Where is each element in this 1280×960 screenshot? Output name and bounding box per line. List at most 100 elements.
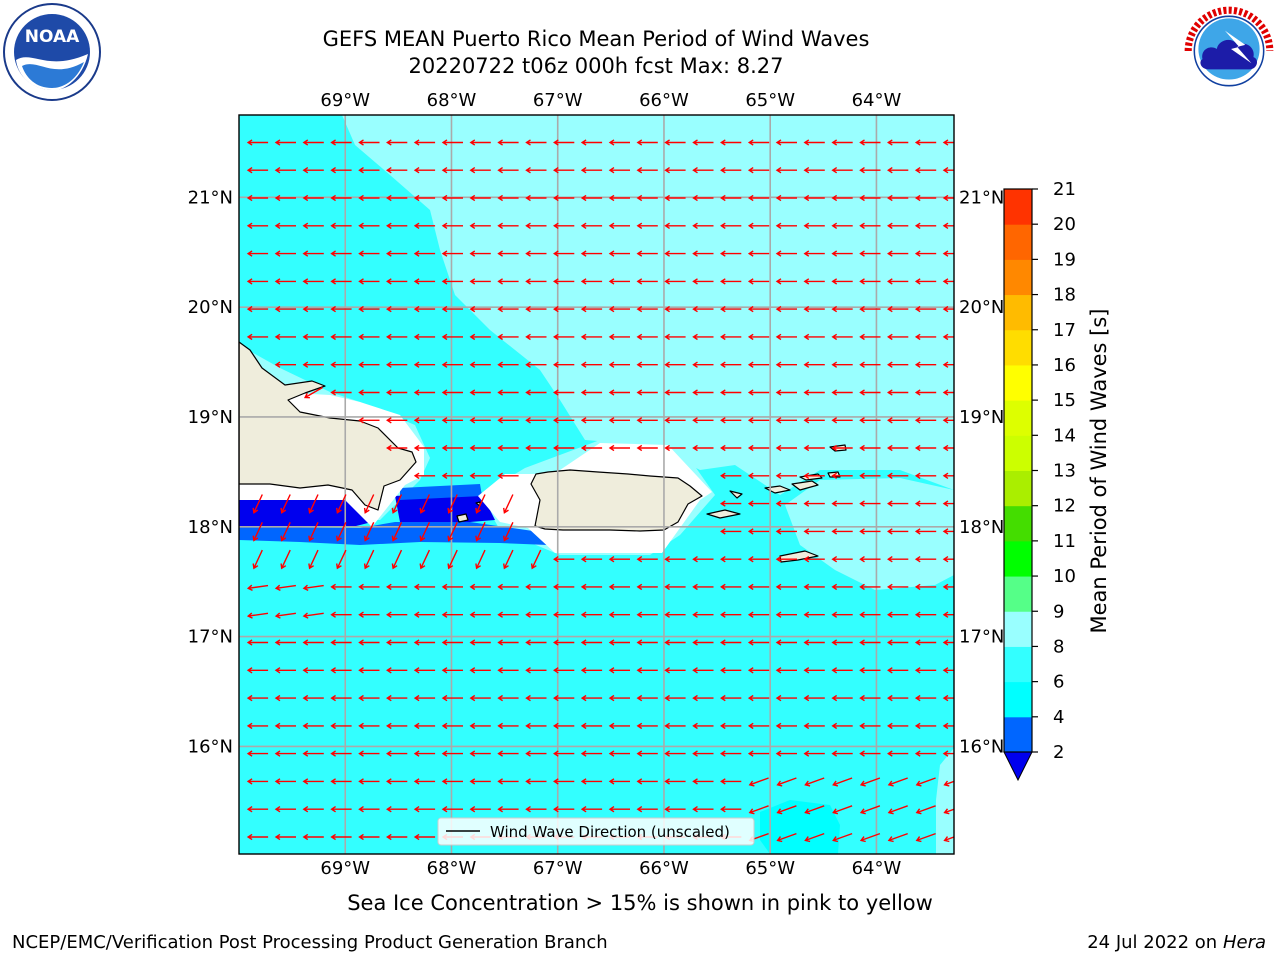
vector-arrow	[775, 500, 797, 507]
vector-arrow	[580, 333, 603, 341]
lon-tick-label-top: 65°W	[745, 90, 795, 111]
vector-arrow	[447, 494, 458, 514]
vector-arrow	[441, 639, 463, 646]
vector-arrow	[413, 639, 436, 646]
vector-arrow	[363, 549, 375, 570]
vector-arrow	[694, 862, 714, 867]
vector-arrow	[775, 528, 797, 535]
vector-arrow	[859, 556, 881, 563]
vector-arrow	[441, 194, 463, 202]
vector-arrow	[914, 667, 937, 674]
vector-arrow	[525, 583, 547, 591]
vector-arrow	[441, 167, 463, 174]
vector-arrow	[692, 389, 714, 396]
vector-arrow	[859, 722, 881, 730]
vector-arrow	[775, 250, 797, 257]
vector-arrow	[246, 305, 269, 313]
field-6-south-patch	[760, 800, 840, 854]
vector-arrow	[859, 832, 881, 843]
vector-arrow	[636, 694, 658, 702]
vector-arrow	[775, 278, 797, 285]
vector-arrow	[720, 417, 742, 424]
vector-arrow	[330, 194, 352, 202]
vector-arrow	[636, 806, 658, 813]
vector-arrow	[859, 389, 881, 396]
vector-arrow	[803, 139, 825, 146]
vector-arrow	[246, 278, 269, 285]
vector-arrow	[887, 333, 909, 341]
vector-arrow	[692, 417, 714, 424]
vector-arrow	[413, 278, 436, 285]
vector-arrow	[608, 333, 630, 341]
vector-arrow	[636, 778, 658, 785]
vector-arrow	[413, 194, 436, 202]
vector-arrow	[413, 722, 436, 730]
vector-arrow	[831, 639, 853, 646]
vector-arrow	[608, 778, 630, 785]
vector-arrow	[447, 522, 458, 542]
vector-arrow	[859, 167, 881, 174]
vector-arrow	[664, 333, 686, 341]
vector-arrow	[386, 833, 408, 841]
vector-arrow	[608, 250, 630, 257]
vector-arrow	[859, 694, 881, 702]
vector-arrow	[942, 417, 954, 424]
vector-arrow	[803, 667, 825, 674]
vector-arrow	[887, 556, 909, 563]
vector-arrow	[413, 667, 436, 674]
vector-arrow	[302, 833, 324, 841]
noaa-logo-text: NOAA	[25, 27, 80, 47]
vector-arrow	[525, 139, 547, 146]
vector-arrow	[803, 750, 825, 757]
vector-arrow	[775, 139, 797, 146]
vector-arrow	[274, 250, 296, 257]
vector-arrow	[525, 167, 547, 174]
vector-arrow	[330, 806, 352, 813]
vector-arrow	[330, 583, 352, 591]
vector-arrow	[497, 667, 519, 674]
vector-arrow	[720, 444, 742, 452]
vector-arrow	[274, 750, 296, 757]
vector-arrow	[720, 250, 742, 257]
vector-arrow	[441, 611, 463, 618]
vector-arrow	[831, 556, 853, 563]
vector-arrow	[747, 333, 770, 341]
vector-arrow	[636, 361, 658, 368]
vector-arrow	[497, 305, 519, 313]
vector-arrow	[942, 500, 954, 507]
vector-arrow	[608, 722, 630, 730]
vector-arrow	[246, 833, 269, 841]
lat-tick-label-left: 16°N	[188, 736, 233, 757]
vector-arrow	[441, 778, 463, 785]
vector-arrow	[475, 494, 486, 514]
vector-arrow	[721, 862, 741, 867]
vector-arrow	[469, 417, 491, 424]
vector-arrow	[692, 667, 714, 674]
vector-arrow	[302, 278, 324, 285]
vector-arrow	[636, 667, 658, 674]
vector-arrow	[358, 194, 380, 202]
vector-arrow	[246, 722, 269, 730]
vector-arrow	[413, 694, 436, 702]
vector-arrow	[358, 778, 380, 785]
lon-tick-label-top: 67°W	[533, 90, 583, 111]
vector-arrow	[720, 556, 742, 563]
vector-arrow	[831, 333, 853, 341]
colorbar-tick-label: 15	[1053, 390, 1076, 411]
vector-arrow	[803, 556, 825, 563]
vector-arrow	[497, 417, 519, 424]
vector-arrow	[692, 556, 714, 563]
vector-arrow	[914, 361, 937, 368]
vector-arrow	[525, 389, 547, 396]
vector-arrow	[302, 750, 324, 757]
vector-arrow	[747, 722, 770, 730]
vector-arrow	[775, 667, 797, 674]
vector-arrow	[747, 139, 770, 146]
vector-arrow	[497, 139, 519, 146]
vector-arrow	[525, 417, 547, 424]
vector-arrow	[831, 167, 853, 174]
vector-arrow	[608, 278, 630, 285]
vector-arrow	[525, 667, 547, 674]
vector-arrow	[692, 333, 714, 341]
vector-arrow	[803, 361, 825, 368]
